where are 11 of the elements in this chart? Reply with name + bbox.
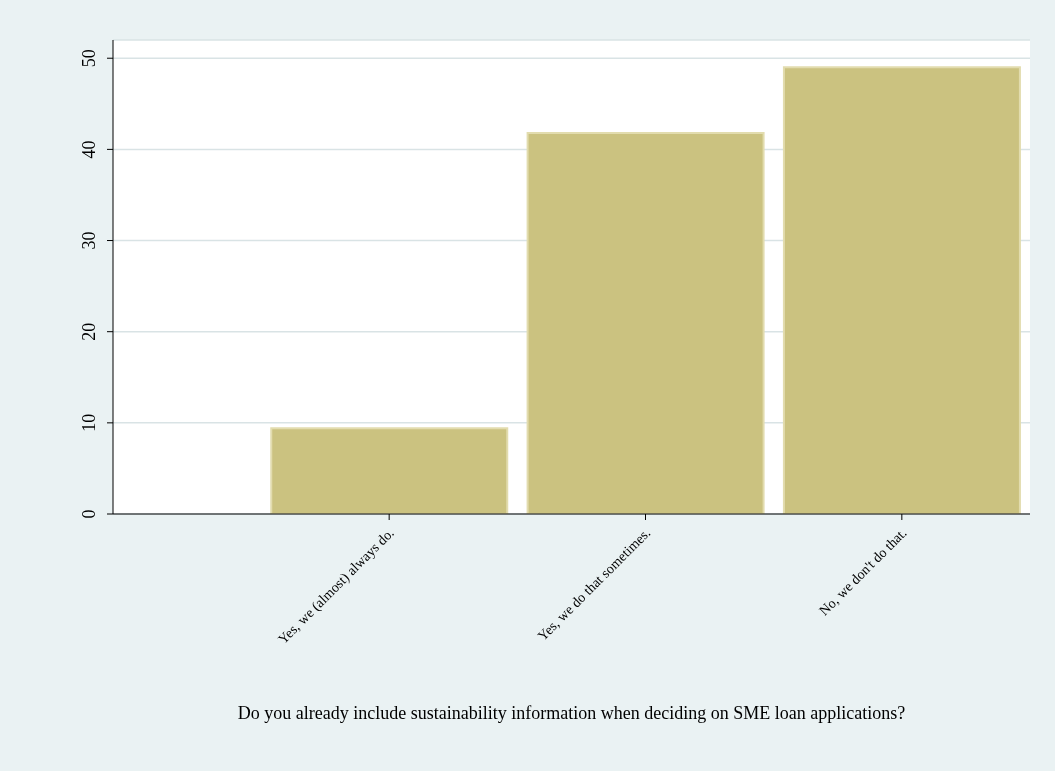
- y-tick-label: 10: [79, 413, 99, 432]
- y-tick-label: 30: [79, 231, 99, 250]
- y-tick-label: 0: [79, 509, 99, 519]
- x-tick-label: No, we don't do that.: [816, 525, 910, 619]
- y-tick-label: 40: [79, 140, 99, 159]
- bar: [782, 66, 1021, 514]
- y-tick-label: 50: [79, 49, 99, 68]
- x-axis-title: Do you already include sustainability information when deciding on SME loan applications?: [237, 703, 906, 723]
- bar: [526, 131, 765, 514]
- bar: [270, 427, 509, 514]
- y-tick-label: 20: [79, 322, 99, 341]
